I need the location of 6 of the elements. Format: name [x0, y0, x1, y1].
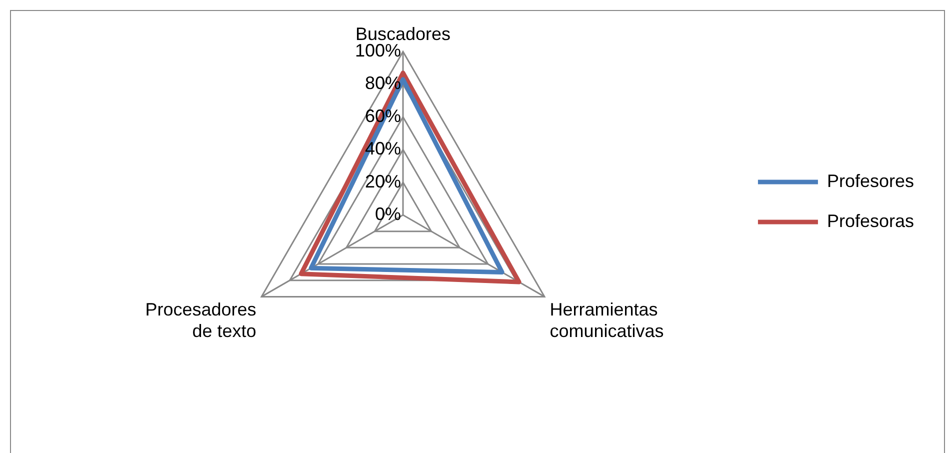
y-tick-label: 0% [374, 204, 401, 224]
spoke-label: Herramientas comunicativas [550, 299, 664, 342]
y-tick-label: 20% [364, 171, 401, 192]
legend-label: Profesoras [826, 210, 914, 231]
legend-label: Profesores [826, 170, 914, 191]
spoke-label: Procesadores de texto [145, 299, 256, 342]
